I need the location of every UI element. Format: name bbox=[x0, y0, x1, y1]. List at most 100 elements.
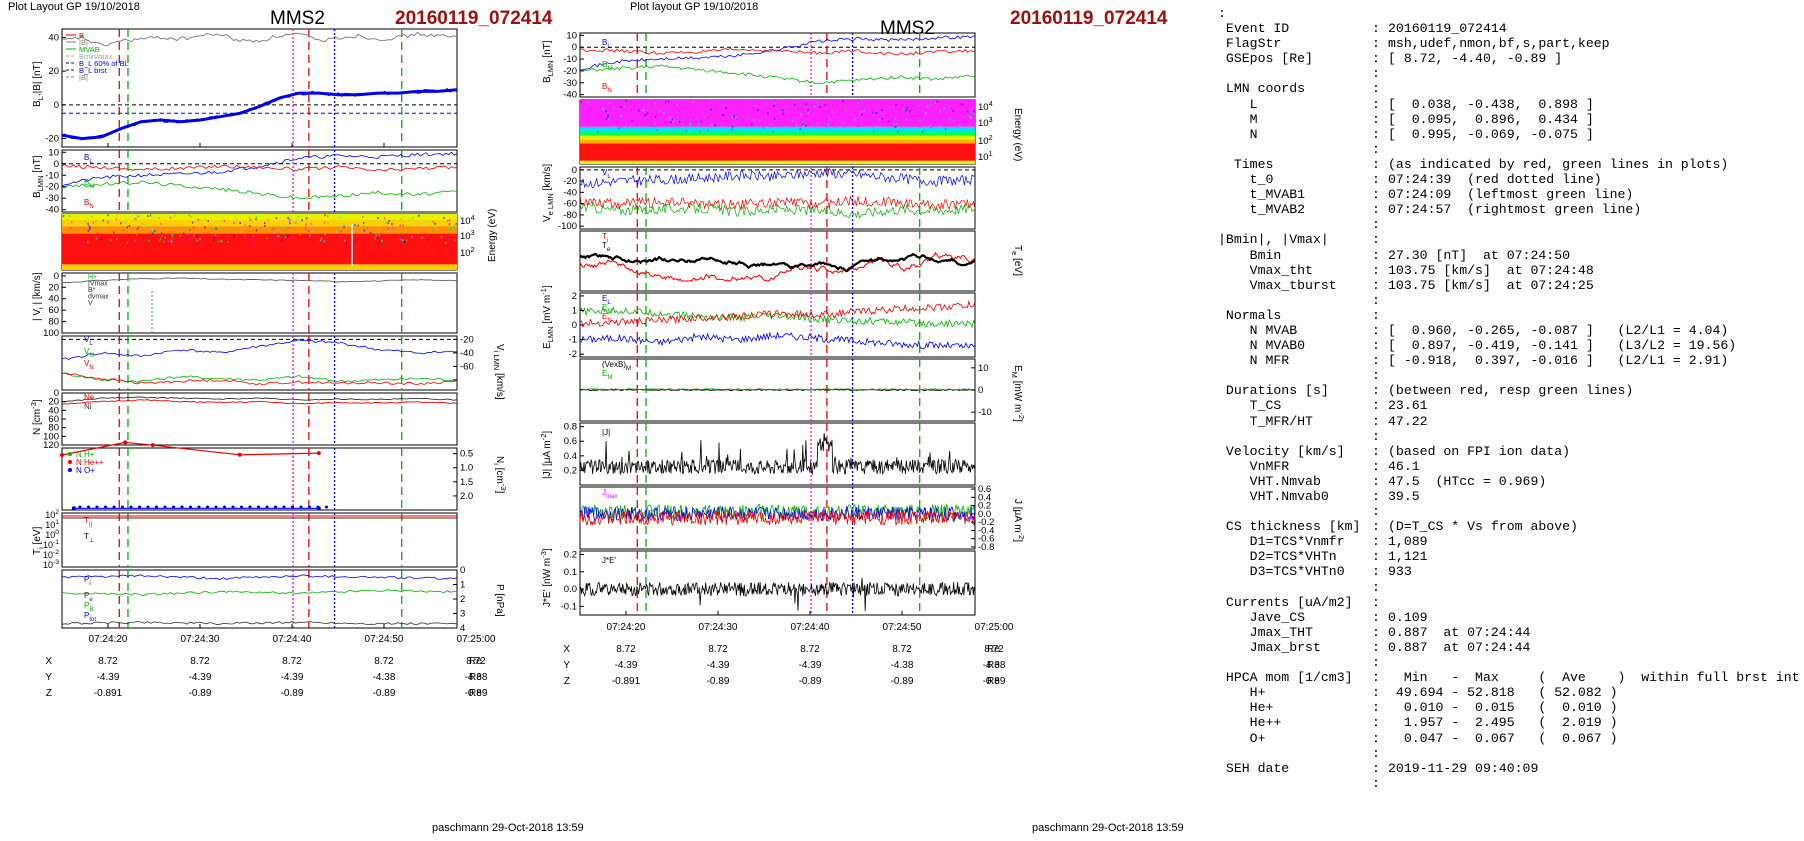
info-value: 23.61 bbox=[1388, 398, 1428, 414]
spectrogram-speck bbox=[431, 229, 433, 232]
label-part: -2 bbox=[53, 549, 59, 556]
spectrogram-speck bbox=[605, 131, 607, 134]
position-value: -0.89 bbox=[373, 688, 396, 699]
y-tick-label: 10 bbox=[978, 363, 989, 374]
position-value: 8.72 bbox=[282, 656, 302, 667]
info-separator: : bbox=[1372, 639, 1380, 655]
y-tick-label: 100 bbox=[45, 529, 59, 540]
y-tick-label: -0.8 bbox=[978, 542, 994, 553]
series-label: BL bbox=[602, 38, 611, 50]
y-tick-label: 20 bbox=[48, 66, 59, 77]
spectrogram-speck bbox=[757, 109, 759, 112]
info-value bbox=[1388, 142, 1798, 157]
spectrogram-speck bbox=[234, 230, 237, 233]
label-part: 10 bbox=[460, 248, 471, 259]
panel-frame bbox=[579, 550, 976, 616]
info-label: GSEpos [Re] bbox=[1218, 51, 1313, 67]
series-label: VN bbox=[84, 359, 94, 371]
spectrogram-speck bbox=[360, 230, 363, 233]
spectrogram-speck bbox=[819, 105, 821, 108]
y-tick-label: -60 bbox=[563, 199, 577, 210]
position-value: -4.39 bbox=[281, 672, 304, 683]
spectrogram-speck bbox=[312, 223, 315, 226]
spectrogram-speck bbox=[663, 111, 665, 114]
position-value: -4.38 bbox=[465, 672, 488, 683]
spectrogram-speck bbox=[731, 125, 734, 128]
spectrogram-speck bbox=[952, 119, 955, 122]
label-part: i bbox=[36, 307, 45, 309]
label-part: E bbox=[542, 342, 553, 349]
label-part: P bbox=[84, 575, 89, 584]
info-separator: : bbox=[1372, 594, 1380, 610]
spectrogram-speck bbox=[255, 218, 257, 221]
info-row: H+: 49.694 - 52.818 ( 52.082 ) bbox=[1218, 685, 1798, 700]
spectrogram-speck bbox=[801, 121, 804, 124]
info-separator: : bbox=[1372, 368, 1380, 384]
bl-smooth-line bbox=[61, 88, 458, 141]
spectrogram-speck bbox=[807, 111, 810, 114]
legend-label: V bbox=[88, 300, 93, 307]
spectrogram-speck bbox=[297, 215, 299, 218]
y-tick-label: 0.2 bbox=[564, 549, 577, 560]
y-tick-label: 60 bbox=[48, 305, 59, 316]
spectrogram-speck bbox=[706, 100, 709, 103]
spectrogram-speck bbox=[754, 105, 757, 108]
spectrogram-speck bbox=[644, 118, 646, 121]
spectrogram-speck bbox=[928, 124, 931, 127]
spectrogram-speck bbox=[722, 104, 725, 107]
spectrogram-speck bbox=[340, 225, 343, 228]
info-separator: : bbox=[1372, 428, 1380, 444]
spectrogram-speck bbox=[602, 107, 604, 110]
info-row: SEH date:2019-11-29 09:40:09 bbox=[1218, 761, 1798, 776]
spectrogram-speck bbox=[62, 214, 65, 217]
label-part: B bbox=[84, 178, 89, 187]
spectrogram-speck bbox=[858, 119, 860, 122]
info-label: N MVAB bbox=[1218, 322, 1298, 338]
label-part: B bbox=[89, 607, 93, 613]
info-row: N MVAB: [ 0.960, -0.265, -0.087 ] (L2/L1 … bbox=[1218, 323, 1798, 338]
spectrogram-speck bbox=[399, 236, 402, 239]
info-label: VHT.Nmvab bbox=[1218, 473, 1321, 489]
spectrogram-speck bbox=[905, 115, 907, 118]
series-label: J*E' bbox=[602, 556, 616, 565]
position-value: 8.72 bbox=[708, 644, 728, 655]
info-value: 0.109 bbox=[1388, 609, 1428, 625]
legend-label: |B| bbox=[79, 38, 88, 47]
series-line bbox=[579, 577, 976, 612]
spectrogram-speck bbox=[806, 104, 808, 107]
label-part: V bbox=[84, 335, 90, 344]
spectrogram-speck bbox=[244, 224, 247, 227]
spectrogram-speck bbox=[295, 218, 298, 221]
spectrogram-speck bbox=[656, 129, 658, 132]
spectrogram-speck bbox=[963, 131, 965, 134]
spectrogram-speck bbox=[816, 122, 819, 125]
label-part: T bbox=[84, 516, 89, 525]
spectrogram-speck bbox=[102, 219, 105, 222]
legend-label: N H+ bbox=[76, 450, 95, 459]
info-label: t_MVAB2 bbox=[1218, 202, 1306, 218]
label-part: 10 bbox=[460, 216, 471, 227]
panel-frame bbox=[579, 32, 976, 98]
spectrogram-speck bbox=[189, 228, 191, 231]
spectrogram-speck bbox=[606, 112, 608, 115]
spectrogram-speck bbox=[789, 115, 792, 118]
spectrogram-speck bbox=[654, 122, 656, 125]
spectrogram-speck bbox=[872, 113, 875, 116]
info-row: : bbox=[1218, 655, 1798, 670]
spectrogram-speck bbox=[440, 235, 443, 238]
series-line bbox=[579, 299, 976, 328]
spectrogram-speck bbox=[323, 221, 326, 224]
y-tick-label: 0.4 bbox=[978, 492, 991, 503]
info-separator: : bbox=[1372, 624, 1380, 640]
info-value: 07:24:39 (red dotted line) bbox=[1388, 172, 1602, 188]
spectrogram-speck bbox=[588, 108, 591, 111]
data-point bbox=[274, 505, 277, 509]
spectrogram-speck bbox=[773, 117, 776, 120]
spectrogram-speck bbox=[294, 221, 297, 224]
spectrogram-speck bbox=[725, 106, 727, 109]
info-separator: : bbox=[1372, 51, 1380, 67]
label-part: 10 bbox=[978, 152, 989, 163]
spectrogram-speck bbox=[311, 230, 314, 233]
info-value: [ 0.095, 0.896, 0.434 ] bbox=[1388, 111, 1594, 127]
y-tick-label: -30 bbox=[45, 193, 59, 204]
